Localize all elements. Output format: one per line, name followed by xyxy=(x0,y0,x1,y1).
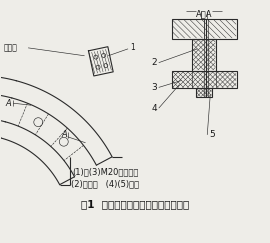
Text: 4: 4 xyxy=(151,104,157,113)
Text: 1: 1 xyxy=(130,43,135,52)
Text: 5: 5 xyxy=(209,130,215,139)
Text: 3: 3 xyxy=(151,83,157,92)
Bar xyxy=(172,70,237,88)
Bar xyxy=(193,39,216,70)
Text: A: A xyxy=(62,130,68,139)
Text: (2)大齿圈   (4)(5)夹板: (2)大齿圈 (4)(5)夹板 xyxy=(71,179,139,188)
Bar xyxy=(196,88,212,97)
Bar xyxy=(172,19,237,39)
Text: (1)、(3)M20联接螺栓: (1)、(3)M20联接螺栓 xyxy=(72,167,139,176)
Text: 2: 2 xyxy=(151,58,157,67)
Text: A－A: A－A xyxy=(196,9,212,18)
Text: 图1  大齿圈断裂位置及加固装配示意: 图1 大齿圈断裂位置及加固装配示意 xyxy=(81,199,189,209)
Text: 处断裂: 处断裂 xyxy=(3,43,17,52)
Text: A: A xyxy=(5,99,11,108)
